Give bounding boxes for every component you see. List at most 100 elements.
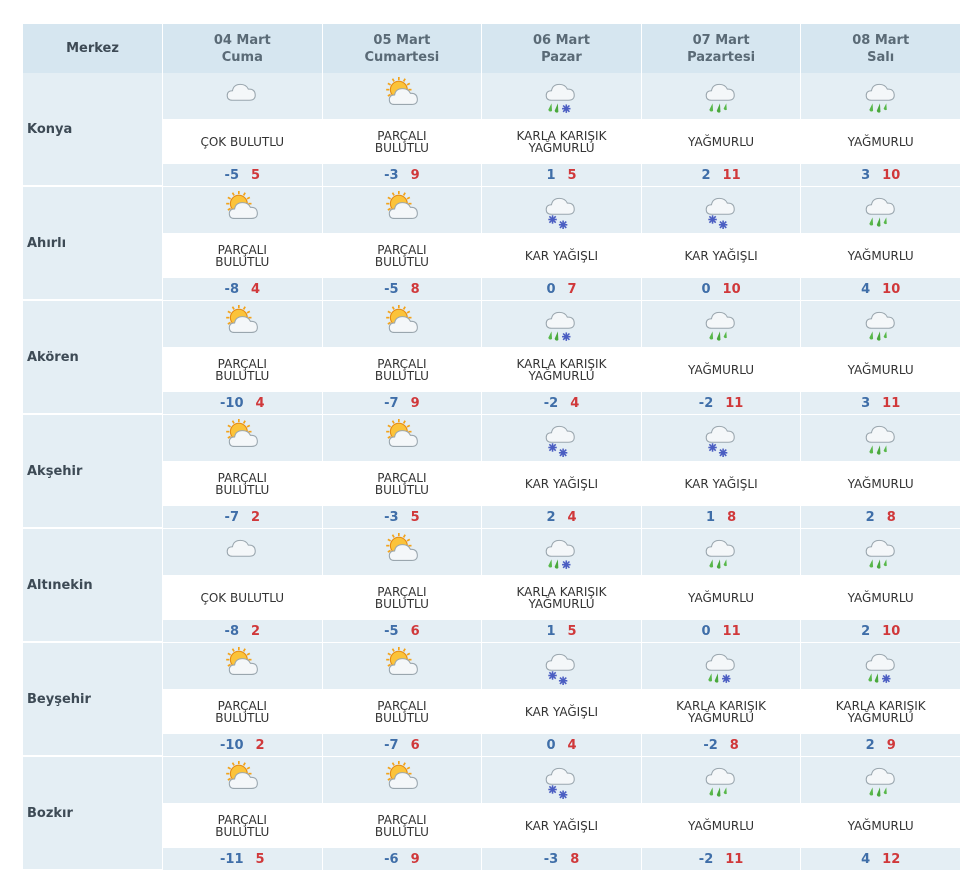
rain-icon: [863, 539, 899, 569]
weather-description: YAĞMURLU: [801, 575, 961, 620]
temperature-cell: -6 9: [322, 848, 483, 871]
high-temp: 8: [886, 509, 896, 525]
weather-icon-cell: [482, 187, 642, 233]
day-date: 04 Mart: [213, 32, 271, 48]
description-text: KAR YAĞIŞLI: [684, 248, 758, 263]
low-temp: 0: [546, 281, 556, 297]
weather-icon-cell: [322, 73, 483, 119]
high-temp: 8: [727, 509, 737, 525]
weather-icon-cell: [801, 187, 961, 233]
rain-icon: [863, 425, 899, 455]
weather-icon-cell: [482, 301, 642, 347]
temperature-cell: -10 4: [163, 392, 323, 415]
day-date: 05 Mart: [373, 32, 431, 48]
temperature-cell: -2 4: [482, 392, 642, 415]
sleet-icon: [703, 653, 739, 683]
weather-description: KARLA KARIŞIK YAĞMURLU: [482, 119, 642, 164]
description-text: PARÇALI BULUTLU: [374, 242, 429, 269]
city-name: Ahırlı: [23, 187, 163, 301]
rain-icon: [703, 767, 739, 797]
temp-row: -8 4 -5 8 0 7 0 10 4 10: [23, 278, 961, 301]
description-text: KARLA KARIŞIK YAĞMURLU: [516, 128, 607, 155]
rain-icon: [703, 311, 739, 341]
low-temp: -2: [698, 851, 714, 867]
weather-description: KAR YAĞIŞLI: [482, 803, 642, 848]
high-temp: 9: [886, 737, 896, 753]
description-text: KAR YAĞIŞLI: [524, 818, 599, 833]
temperature-cell: -7 9: [322, 392, 483, 415]
low-temp: -8: [224, 623, 239, 639]
temperature-cell: 4 12: [801, 848, 961, 871]
weather-description: PARÇALI BULUTLU: [163, 803, 323, 848]
description-text: YAĞMURLU: [688, 590, 755, 605]
icon-row: Ahırlı: [23, 187, 961, 301]
desc-row: ÇOK BULUTLU PARÇALI BULUTLU KARLA KARIŞIK …: [23, 119, 961, 164]
weather-icon-cell: [322, 529, 483, 575]
weather-icon-cell: [163, 529, 323, 575]
icon-row: Akören: [23, 301, 961, 415]
weather-description: YAĞMURLU: [801, 347, 961, 392]
desc-row: PARÇALI BULUTLU PARÇALI BULUTLU KAR YAĞIŞL…: [23, 689, 961, 734]
description-text: PARÇALI BULUTLU: [374, 584, 429, 611]
partly-cloudy-icon: [384, 419, 420, 447]
weather-icon-cell: [801, 415, 961, 461]
temperature-cell: 3 11: [801, 392, 961, 415]
weather-icon-cell: [641, 757, 802, 803]
desc-row: ÇOK BULUTLU PARÇALI BULUTLU KARLA KARIŞIK …: [23, 575, 961, 620]
weather-description: PARÇALI BULUTLU: [322, 689, 483, 734]
icon-row: Bozkır: [23, 757, 961, 871]
forecast-table: Merkez 04 Mart Cuma 05 Mart Cumartesi 06 M…: [23, 24, 961, 871]
day-name: Pazar: [541, 49, 582, 65]
city-name: Akören: [23, 301, 163, 415]
icon-row: Altınekin: [23, 529, 961, 643]
high-temp: 4: [567, 737, 577, 753]
weather-description: YAĞMURLU: [641, 119, 802, 164]
high-temp: 11: [722, 623, 741, 639]
description-text: PARÇALI BULUTLU: [215, 356, 270, 383]
header-row: Merkez 04 Mart Cuma 05 Mart Cumartesi 06 M…: [23, 24, 961, 73]
low-temp: -7: [384, 737, 399, 753]
weather-description: YAĞMURLU: [641, 575, 802, 620]
weather-description: KARLA KARIŞIK YAĞMURLU: [801, 689, 961, 734]
temp-row: -10 2 -7 6 0 4 -2 8 2 9: [23, 734, 961, 757]
description-text: KAR YAĞIŞLI: [524, 248, 599, 263]
low-temp: 3: [861, 167, 871, 183]
low-temp: -2: [698, 395, 714, 411]
weather-description: PARÇALI BULUTLU: [163, 233, 323, 278]
description-text: PARÇALI BULUTLU: [215, 812, 270, 839]
snow-icon: [543, 197, 579, 229]
low-temp: -2: [543, 395, 559, 411]
high-temp: 5: [567, 623, 577, 639]
weather-description: PARÇALI BULUTLU: [322, 575, 483, 620]
high-temp: 10: [882, 167, 901, 183]
temperature-cell: -5 8: [322, 278, 483, 301]
partly-cloudy-icon: [384, 533, 420, 561]
high-temp: 9: [410, 167, 420, 183]
weather-description: KAR YAĞIŞLI: [641, 461, 802, 506]
weather-description: YAĞMURLU: [801, 461, 961, 506]
temperature-cell: -8 2: [163, 620, 323, 643]
desc-row: PARÇALI BULUTLU PARÇALI BULUTLU KAR YAĞIŞL…: [23, 803, 961, 848]
weather-description: ÇOK BULUTLU: [163, 575, 323, 620]
high-temp: 5: [255, 851, 265, 867]
day-name: Salı: [867, 49, 895, 65]
partly-cloudy-icon: [384, 761, 420, 789]
weather-icon-cell: [801, 301, 961, 347]
low-temp: 0: [701, 281, 711, 297]
weather-description: KAR YAĞIŞLI: [641, 233, 802, 278]
weather-description: PARÇALI BULUTLU: [322, 233, 483, 278]
high-temp: 4: [255, 395, 265, 411]
weather-description: YAĞMURLU: [641, 803, 802, 848]
rain-icon: [703, 539, 739, 569]
partly-cloudy-icon: [224, 305, 260, 333]
weather-description: KAR YAĞIŞLI: [482, 689, 642, 734]
high-temp: 5: [251, 167, 261, 183]
rain-icon: [863, 311, 899, 341]
weather-icon-cell: [322, 643, 483, 689]
temp-row: -11 5 -6 9 -3 8 -2 11 4 12: [23, 848, 961, 871]
low-temp: -3: [384, 167, 399, 183]
